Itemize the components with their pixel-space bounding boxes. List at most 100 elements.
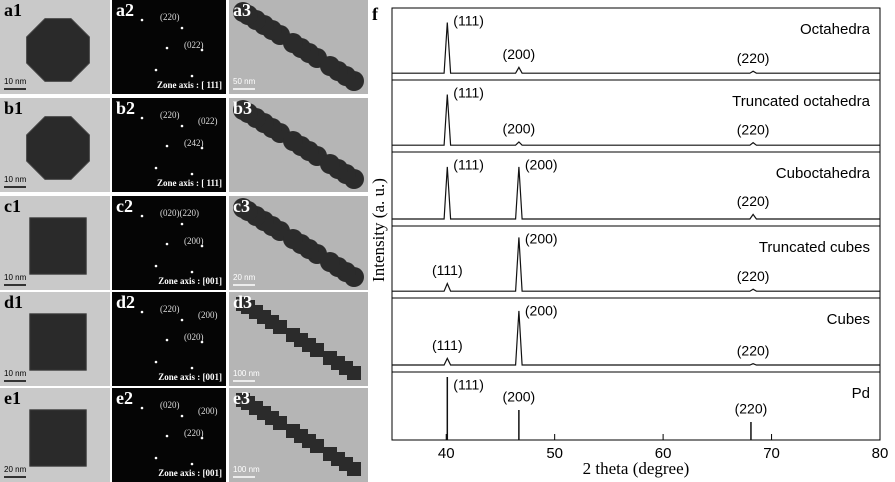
panel-label: b1	[4, 98, 23, 118]
zone-axis: Zone axis : [ 111]	[157, 80, 222, 90]
spot-label: (022)	[184, 40, 204, 50]
peak-label: (200)	[503, 121, 536, 137]
series-name: Truncated octahedra	[732, 93, 871, 110]
peak-label: (220)	[735, 401, 768, 417]
spot	[166, 339, 169, 342]
spot	[141, 311, 144, 314]
spot	[141, 215, 144, 218]
spot	[155, 361, 158, 364]
spot	[181, 223, 184, 226]
particle	[30, 410, 87, 467]
scale-label: 10 nm	[4, 369, 27, 378]
scale-label: 100 nm	[233, 465, 260, 474]
spot	[155, 167, 158, 170]
x-axis-label: 2 theta (degree)	[583, 459, 690, 478]
scale-label: 10 nm	[4, 273, 27, 282]
plot-panel	[392, 226, 880, 298]
spot	[166, 47, 169, 50]
panel-label: e2	[116, 388, 133, 408]
plot-panel	[392, 298, 880, 372]
x-tick-label: 70	[763, 445, 780, 462]
series-name: Cuboctahedra	[776, 165, 871, 182]
panel-label: a2	[116, 0, 134, 20]
particle	[283, 33, 303, 53]
peak-label: (220)	[737, 193, 770, 209]
peak-label: (200)	[503, 389, 536, 405]
spot-label: (220)	[160, 12, 180, 22]
spot	[141, 407, 144, 410]
particle	[30, 314, 87, 371]
spot-label: (200)	[184, 236, 204, 246]
zone-axis: Zone axis : [001]	[158, 468, 222, 478]
panel-label: d2	[116, 292, 135, 312]
particle	[283, 229, 303, 249]
peak-label: (220)	[737, 268, 770, 284]
series-name: Octahedra	[800, 21, 871, 38]
peak-label: (111)	[432, 262, 463, 278]
peak-label: (220)	[737, 121, 770, 137]
spot	[191, 173, 194, 176]
panel-label: a1	[4, 0, 22, 20]
spot	[155, 69, 158, 72]
peak-label: (111)	[453, 85, 484, 101]
x-tick-label: 60	[655, 445, 672, 462]
peak-label: (111)	[453, 13, 484, 29]
peak-label: (200)	[525, 157, 558, 173]
spot	[166, 243, 169, 246]
panel-label: c2	[116, 196, 133, 216]
spot-label: (200)	[198, 406, 218, 416]
particle	[286, 424, 300, 438]
particle	[27, 19, 90, 82]
zone-axis: Zone axis : [ 111]	[157, 178, 222, 188]
peak-label: (220)	[737, 50, 770, 66]
particle	[320, 56, 340, 76]
peak-label: (200)	[525, 303, 558, 319]
peak-label: (220)	[737, 342, 770, 358]
spot	[181, 415, 184, 418]
spot	[141, 19, 144, 22]
spot-label: (220)	[160, 304, 180, 314]
panel-label: f	[372, 4, 379, 24]
panel-label: c3	[233, 196, 250, 216]
scale-label: 10 nm	[4, 77, 27, 86]
particle	[323, 351, 337, 365]
panel-label: c1	[4, 196, 21, 216]
spot	[181, 125, 184, 128]
spot	[181, 27, 184, 30]
panel-label: a3	[233, 0, 251, 20]
x-tick-label: 80	[872, 445, 889, 462]
particle	[320, 252, 340, 272]
series-name: Truncated cubes	[759, 239, 870, 256]
particle	[27, 117, 90, 180]
peak-label: (200)	[503, 46, 536, 62]
spot-label: (220)	[160, 110, 180, 120]
particle	[30, 218, 87, 275]
spot-label: (022)	[198, 116, 218, 126]
xrd-line	[392, 311, 880, 365]
spot-label: (020)	[160, 400, 180, 410]
particle	[320, 154, 340, 174]
particle	[283, 131, 303, 151]
panel-label: d3	[233, 292, 252, 312]
spot	[191, 367, 194, 370]
scale-label: 20 nm	[4, 465, 27, 474]
scale-label: 10 nm	[4, 175, 27, 184]
series-name: Cubes	[827, 311, 870, 328]
peak-label: (111)	[453, 157, 484, 173]
panel-label: b3	[233, 98, 252, 118]
spot-label: (242)	[184, 138, 204, 148]
zone-axis: Zone axis : [001]	[158, 276, 222, 286]
scale-label: 20 nm	[233, 273, 256, 282]
spot-label: (200)	[198, 310, 218, 320]
zone-axis: Zone axis : [001]	[158, 372, 222, 382]
spot	[166, 145, 169, 148]
scale-label: 100 nm	[233, 369, 260, 378]
spot	[191, 75, 194, 78]
peak-label: (111)	[432, 337, 463, 353]
peak-label: (111)	[453, 377, 484, 393]
spot	[181, 319, 184, 322]
x-tick-label: 50	[546, 445, 563, 462]
y-axis-label: Intensity (a. u.)	[369, 178, 388, 282]
spot	[155, 457, 158, 460]
spot	[191, 463, 194, 466]
